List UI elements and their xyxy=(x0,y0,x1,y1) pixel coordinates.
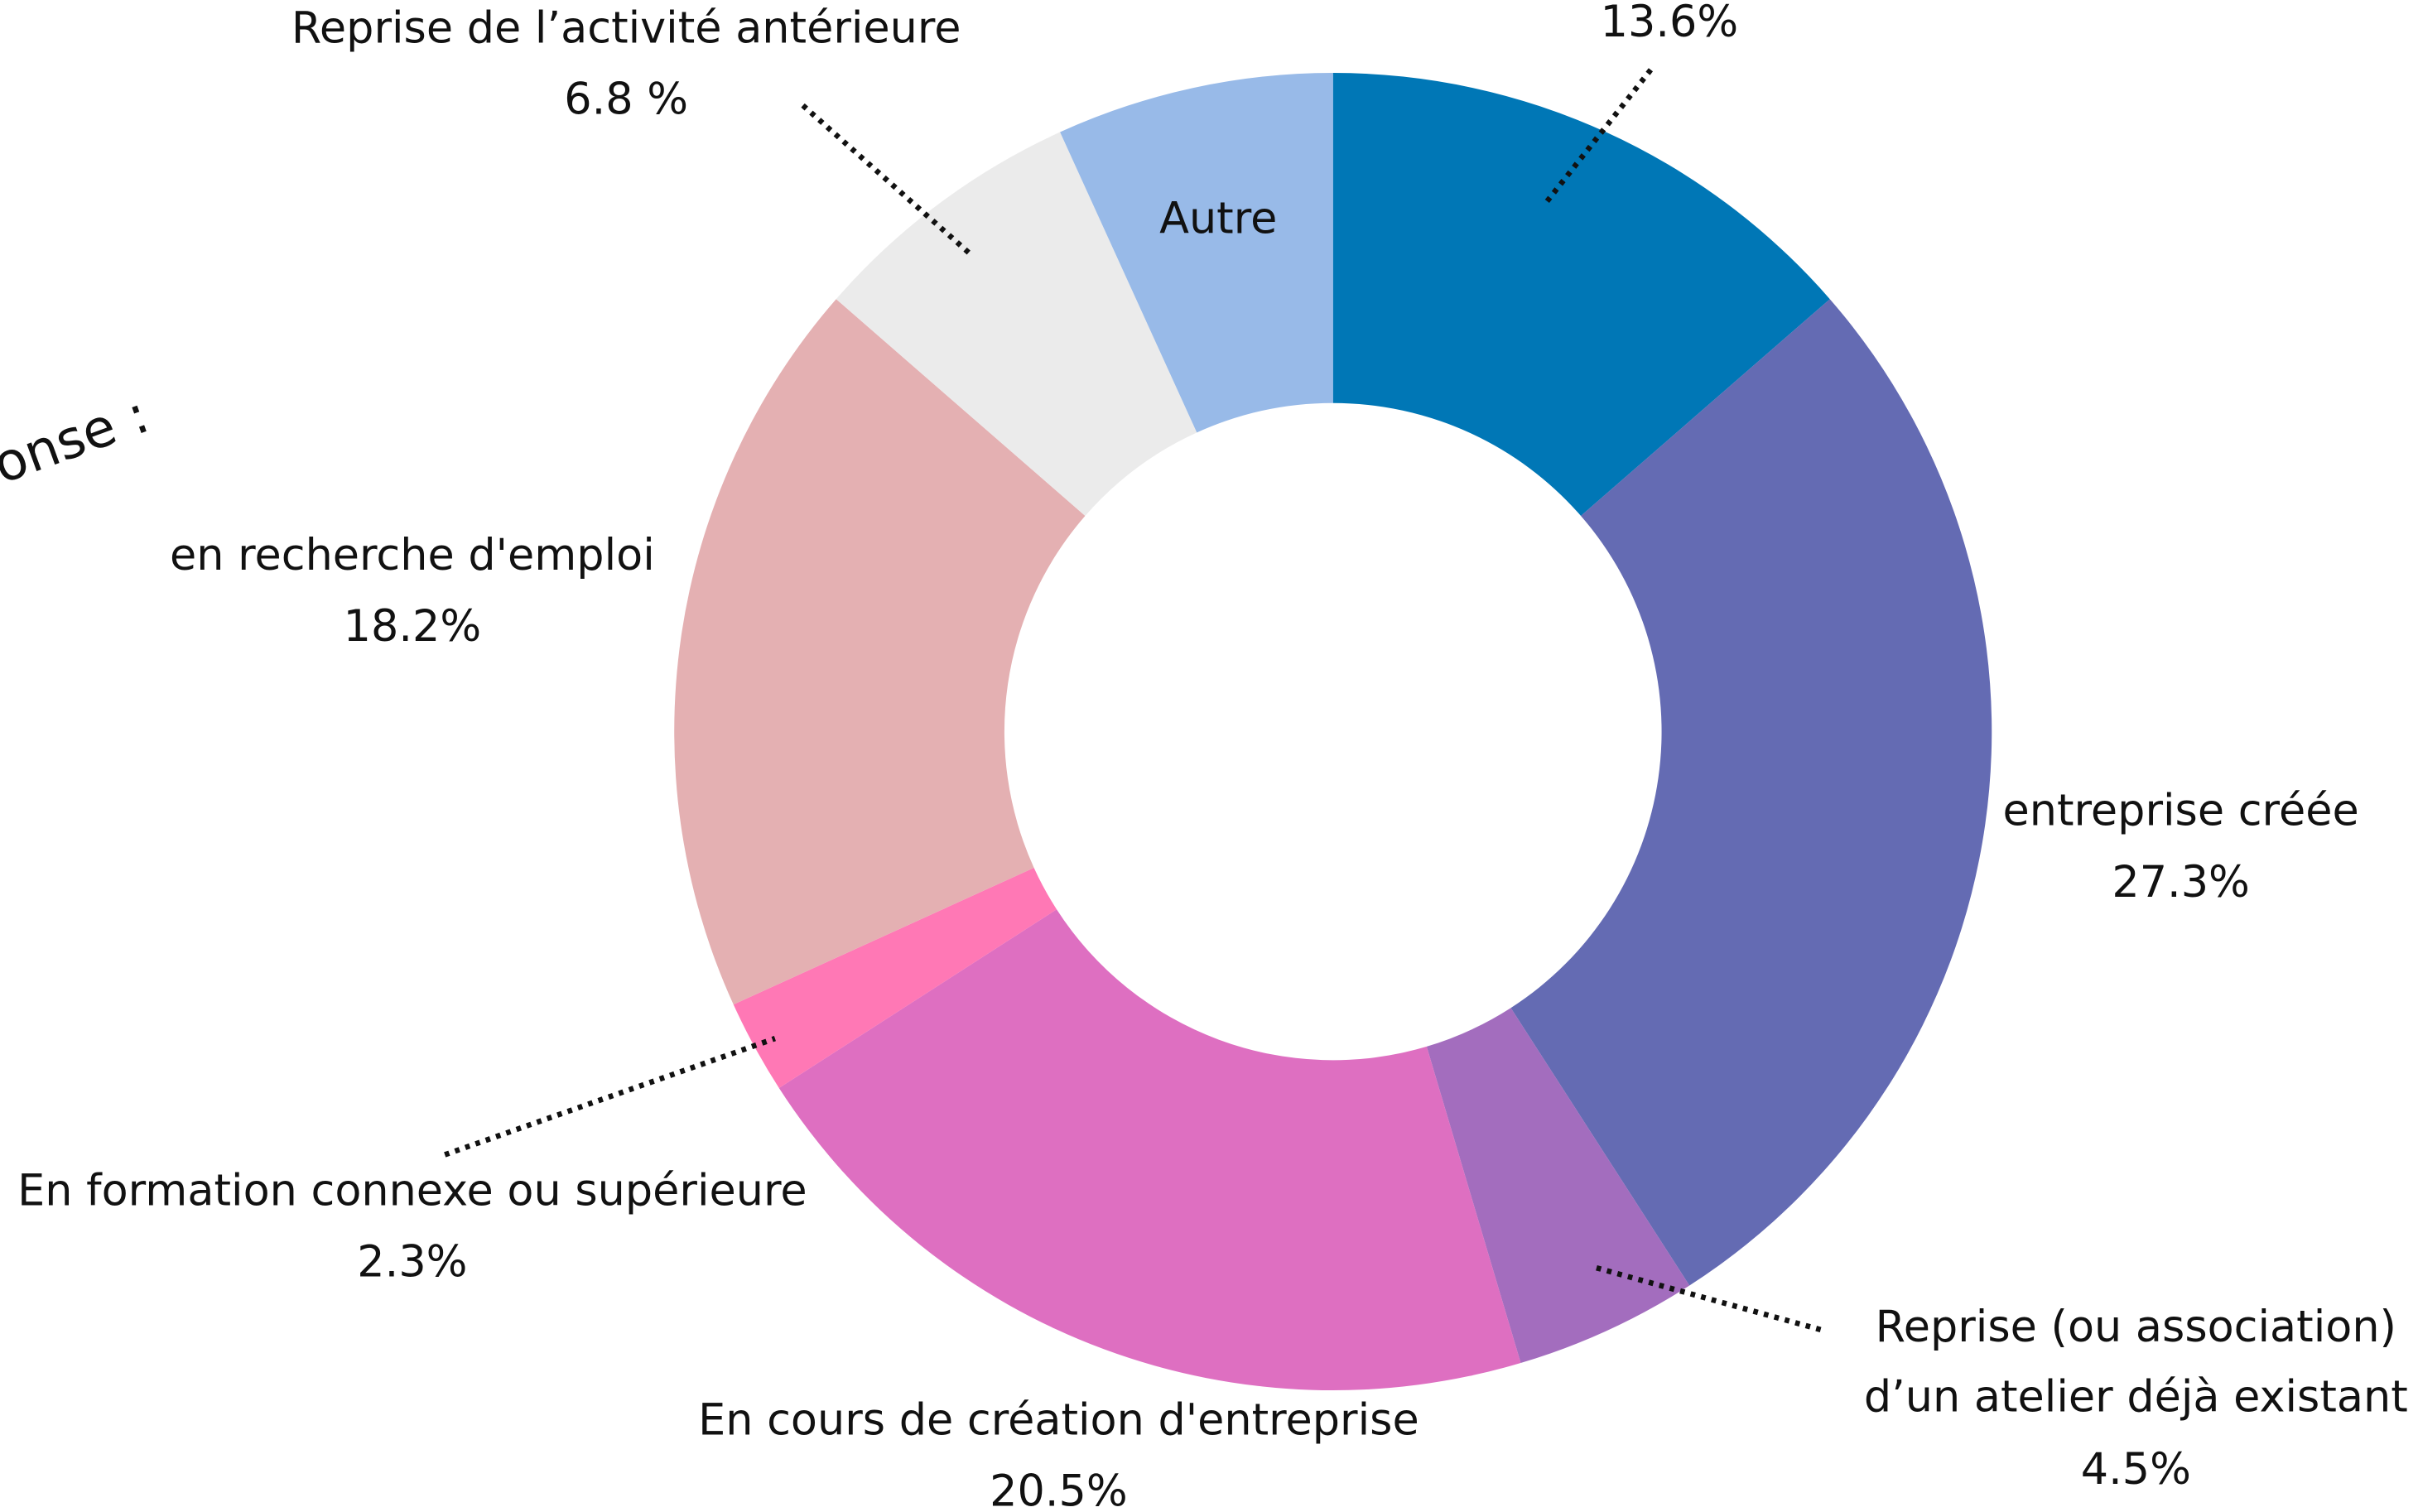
value-label: 6.8 % xyxy=(564,75,688,125)
category-label: En formation connexe ou supérieure xyxy=(17,1165,807,1216)
donut-segment xyxy=(1332,73,1830,516)
category-label: Reprise (ou association) d’un atelier déj… xyxy=(1864,1302,2408,1422)
category-label: Reprise de l’activité antérieure xyxy=(291,2,961,53)
donut-segment xyxy=(1510,299,1992,1286)
value-label: 27.3% xyxy=(2112,857,2249,908)
donut-segment xyxy=(674,299,1086,1005)
category-label: En cours de création d'entreprise xyxy=(698,1394,1419,1445)
donut-segment xyxy=(1060,73,1333,433)
value-label: 4.5% xyxy=(2081,1444,2191,1495)
value-label: 18.2% xyxy=(344,601,481,652)
value-label: 13.6% xyxy=(1601,0,1738,47)
label-line: Reprise (ou association) xyxy=(1876,1302,2396,1352)
donut-segment xyxy=(1426,1008,1690,1364)
category-label: Autre xyxy=(1159,194,1277,244)
leader-line xyxy=(444,1036,776,1158)
chart-title: onse : xyxy=(0,384,157,497)
donut-segment xyxy=(733,867,1057,1088)
category-label: entreprise créée xyxy=(2003,786,2359,836)
donut-segment xyxy=(778,909,1521,1391)
category-label: en recherche d'emploi xyxy=(170,530,655,580)
value-label: 20.5% xyxy=(990,1466,1127,1512)
label-line: d’un atelier déjà existant xyxy=(1864,1371,2408,1422)
value-label: 2.3% xyxy=(357,1236,467,1287)
leader-line xyxy=(801,103,971,255)
donut-segment xyxy=(836,132,1197,516)
